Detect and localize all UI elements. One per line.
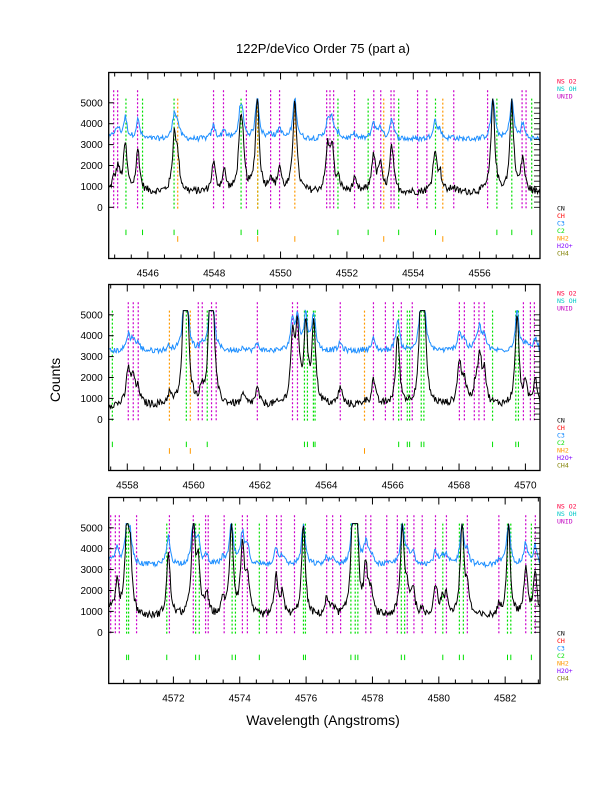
y-tick-label: 4000 [80,331,103,342]
y-tick-label: 1000 [80,182,103,193]
legend-top-ns-o2: NS O2 [557,290,577,298]
panel-1: 4546 4548 4550 4552 4554 4556 0 1000 2000 3000 400… [80,71,577,280]
y-tick-label: 2000 [80,161,103,172]
legend-bottom-nh2: NH2 [557,660,569,668]
y-tick-label: 2000 [80,586,103,597]
x-tick-label: 4582 [494,694,517,705]
legend-bottom-cn: CN [557,417,565,425]
legend-bottom-c3: C3 [557,432,565,440]
spectrum-black-line [108,98,540,197]
x-tick-label: 4572 [162,694,185,705]
legend-top-ns-oh: NS OH [557,510,577,518]
y-tick-label: 4000 [80,119,103,130]
y-tick-label: 1000 [80,607,103,618]
x-tick-label: 4554 [402,269,425,280]
panel-3: 4572 4574 4576 4578 4580 4582 0 1000 2000 3000 400… [80,496,577,705]
legend-top-unid: UNID [557,305,573,313]
legend-bottom-h2o-: H2O+ [557,242,573,250]
chart-title: 122P/deVico Order 75 (part a) [236,41,410,56]
legend-bottom-ch: CH [557,212,565,220]
x-tick-label: 4548 [203,269,226,280]
x-tick-label: 4578 [361,694,384,705]
panel-frame [108,71,541,260]
y-tick-label: 4000 [80,544,103,555]
x-tick-label: 4552 [336,269,359,280]
legend-bottom-nh2: NH2 [557,235,569,243]
y-tick-label: 5000 [80,523,103,534]
y-tick-label: 3000 [80,140,103,151]
spectrum-black-line [108,310,540,410]
legend-bottom-c2: C2 [557,227,565,235]
legend-bottom-ch4: CH4 [557,462,569,470]
legend-top-unid: UNID [557,518,573,526]
x-tick-label: 4564 [315,481,338,492]
legend-bottom-h2o-: H2O+ [557,454,573,462]
legend-bottom-h2o-: H2O+ [557,667,573,675]
y-tick-label: 1000 [80,394,103,405]
x-axis-label: Wavelength (Angstroms) [246,712,400,728]
x-tick-label: 4566 [382,481,405,492]
legend-top-ns-oh: NS OH [557,85,577,93]
legend-top-ns-o2: NS O2 [557,78,577,86]
y-tick-label: 2000 [80,373,103,384]
legend-top-unid: UNID [557,93,573,101]
legend-bottom-c3: C3 [557,645,565,653]
y-tick-label: 3000 [80,352,103,363]
y-tick-label: 5000 [80,310,103,321]
legend-bottom-nh2: NH2 [557,447,569,455]
y-tick-label: 5000 [80,98,103,109]
y-tick-label: 0 [97,203,103,214]
legend-bottom-cn: CN [557,205,565,213]
legend-bottom-c2: C2 [557,652,565,660]
panel-frame [108,496,541,685]
spectrum-black-line [108,523,540,620]
legend-top-ns-o2: NS O2 [557,503,577,511]
x-tick-label: 4570 [514,481,537,492]
legend-bottom-c2: C2 [557,439,565,447]
spectrum-blue-line [108,522,540,569]
x-tick-label: 4576 [295,694,318,705]
y-tick-label: 3000 [80,565,103,576]
legend-bottom-ch4: CH4 [557,675,569,683]
spectrum-blue-line [108,309,540,355]
legend-bottom-ch: CH [557,637,565,645]
x-tick-label: 4562 [249,481,272,492]
panels-group: 4546 4548 4550 4552 4554 4556 0 1000 2000 3000 400… [80,71,577,705]
legend-bottom-ch: CH [557,424,565,432]
legend-bottom-ch4: CH4 [557,250,569,258]
x-tick-label: 4556 [468,269,491,280]
x-tick-label: 4574 [229,694,252,705]
legend-bottom-c3: C3 [557,220,565,228]
spectrum-blue-line [108,97,540,143]
y-axis-label: Counts [47,358,63,402]
x-tick-label: 4568 [448,481,471,492]
panel-2: 4558 4560 4562 4564 4566 4568 4570 0 1000 2000 300… [80,283,577,492]
x-tick-label: 4546 [137,269,160,280]
x-tick-label: 4560 [183,481,206,492]
legend-top-ns-oh: NS OH [557,297,577,305]
x-tick-label: 4558 [116,481,139,492]
x-tick-label: 4580 [428,694,451,705]
y-tick-label: 0 [97,415,103,426]
legend-bottom-cn: CN [557,630,565,638]
x-tick-label: 4550 [269,269,292,280]
y-tick-label: 0 [97,628,103,639]
